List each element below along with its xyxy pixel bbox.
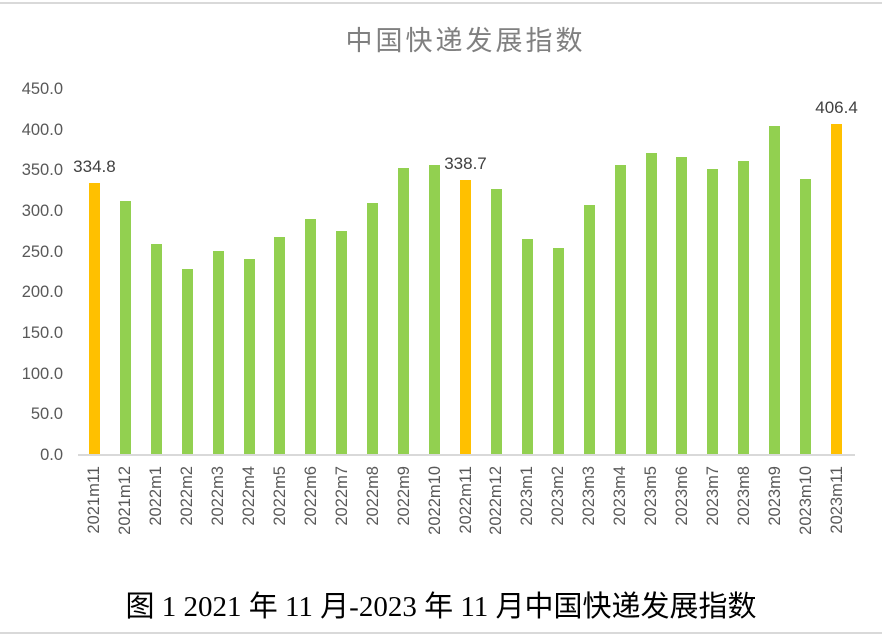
x-axis-label-2022m9: 2022m9: [394, 466, 413, 526]
bar-2023m2: [552, 247, 564, 455]
x-axis-label-2023m11: 2023m11: [827, 466, 846, 534]
bar-2022m2: [181, 268, 193, 455]
bar-2023m6: [676, 157, 688, 455]
bar-2022m9: [398, 167, 410, 455]
x-axis-label-2022m1: 2022m1: [147, 466, 166, 526]
y-axis-tick-label: 50.0: [30, 405, 63, 424]
x-axis-label-2022m11: 2022m11: [456, 466, 475, 534]
bar-2022m12: [490, 189, 502, 455]
y-axis-tick-label: 200.0: [21, 283, 63, 302]
x-axis-label-2023m10: 2023m10: [796, 466, 815, 535]
bar-2022m5: [274, 237, 286, 455]
x-axis-label-2023m1: 2023m1: [518, 466, 537, 526]
x-axis-label-2023m8: 2023m8: [734, 466, 753, 526]
bar-2022m1: [150, 243, 162, 455]
bar-2022m4: [243, 258, 255, 455]
x-axis-label-2022m3: 2022m3: [209, 466, 228, 526]
bar-value-label-2022m11: 338.7: [444, 153, 487, 173]
y-axis-tick-label: 250.0: [21, 242, 63, 261]
x-axis-label-2023m3: 2023m3: [580, 466, 599, 526]
y-axis-tick-label: 0.0: [40, 446, 63, 464]
bar-2022m11: [460, 179, 471, 455]
bar-2022m7: [336, 230, 348, 455]
bar-2023m11: [831, 124, 843, 455]
top-border-line: [0, 2, 882, 4]
bar-value-label-2023m11: 406.4: [815, 98, 858, 118]
x-axis-label-2022m2: 2022m2: [178, 466, 197, 526]
bar-2023m1: [521, 239, 533, 455]
x-axis-line: [78, 454, 855, 456]
bar-2023m3: [583, 205, 595, 455]
x-axis-label-2023m6: 2023m6: [672, 466, 691, 526]
x-axis-label-2023m5: 2023m5: [642, 466, 661, 526]
x-axis-label-2023m7: 2023m7: [703, 466, 722, 526]
x-axis-label-2021m11: 2021m11: [85, 466, 104, 534]
bar-2023m4: [614, 165, 626, 455]
x-axis-label-2023m4: 2023m4: [611, 466, 630, 526]
figure-caption: 图 1 2021 年 11 月-2023 年 11 月中国快递发展指数: [125, 591, 757, 623]
bar-2023m9: [769, 125, 781, 455]
y-axis-tick-label: 300.0: [21, 202, 63, 220]
bar-2023m10: [800, 179, 812, 455]
x-axis-label-2022m6: 2022m6: [301, 466, 320, 526]
bar-2023m5: [645, 153, 657, 455]
y-axis-tick-label: 100.0: [21, 364, 63, 383]
y-axis-tick-label: 150.0: [21, 324, 63, 342]
bar-2022m6: [305, 219, 317, 455]
chart-title: 中国快递发展指数: [345, 26, 586, 56]
y-axis-tick-label: 350.0: [21, 161, 63, 180]
bottom-border-line: [0, 632, 882, 634]
bar-2023m7: [707, 168, 719, 455]
x-axis-label-2022m8: 2022m8: [363, 466, 382, 526]
y-axis-tick-label: 450.0: [21, 80, 63, 98]
bar-2022m3: [212, 250, 224, 455]
x-axis-label-2022m5: 2022m5: [270, 466, 289, 526]
y-axis-tick-label: 400.0: [21, 120, 63, 139]
x-axis-label-2023m9: 2023m9: [765, 466, 784, 526]
x-axis-label-2021m12: 2021m12: [116, 466, 135, 535]
bar-2021m11: [88, 182, 100, 455]
x-axis-label-2022m7: 2022m7: [332, 466, 351, 526]
bar-2022m8: [367, 202, 379, 455]
bar-2021m12: [119, 201, 131, 455]
bar-2022m10: [429, 164, 441, 455]
x-axis-label-2022m4: 2022m4: [240, 466, 259, 526]
x-axis-label-2022m12: 2022m12: [487, 466, 506, 535]
bar-2023m8: [738, 161, 750, 455]
x-axis-label-2022m10: 2022m10: [425, 466, 444, 535]
x-axis-label-2023m2: 2023m2: [549, 466, 568, 526]
bar-value-label-2021m11: 334.8: [73, 156, 116, 176]
